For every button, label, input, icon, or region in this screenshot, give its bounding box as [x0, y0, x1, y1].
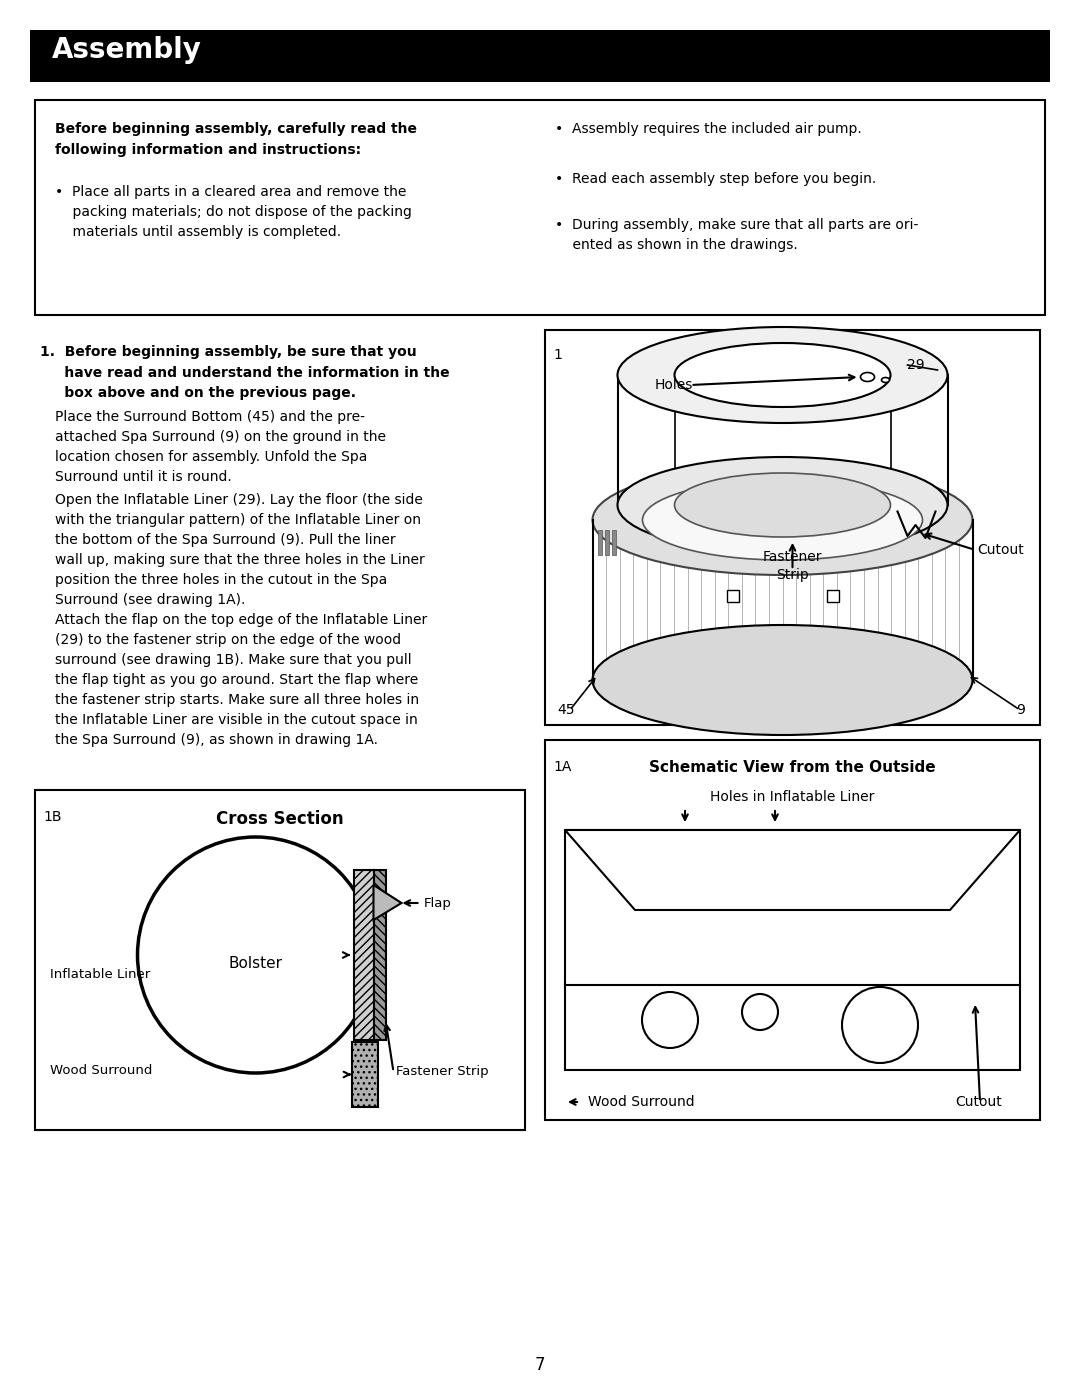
Text: •  Place all parts in a cleared area and remove the
    packing materials; do no: • Place all parts in a cleared area and …	[55, 184, 411, 239]
Text: •  Read each assembly step before you begin.: • Read each assembly step before you beg…	[555, 172, 876, 186]
Bar	[565, 830, 1020, 1070]
Text: Wood Surround: Wood Surround	[588, 1095, 694, 1109]
Bar	[826, 590, 838, 602]
Text: Schematic View from the Outside: Schematic View from the Outside	[649, 760, 935, 775]
Ellipse shape	[675, 474, 891, 536]
Text: 9: 9	[1016, 703, 1025, 717]
Text: 1B: 1B	[43, 810, 62, 824]
Ellipse shape	[861, 373, 875, 381]
Text: Cross Section: Cross Section	[216, 810, 343, 828]
Circle shape	[842, 988, 918, 1063]
Text: Fastener Strip: Fastener Strip	[395, 1066, 488, 1078]
Text: 1A: 1A	[553, 760, 571, 774]
Bar	[727, 590, 739, 602]
Circle shape	[642, 992, 698, 1048]
Text: Assembly: Assembly	[52, 36, 202, 64]
Text: 29: 29	[907, 358, 926, 372]
Text: Cutout: Cutout	[977, 543, 1024, 557]
Bar	[545, 740, 1040, 1120]
Circle shape	[742, 995, 778, 1030]
Text: Bolster: Bolster	[229, 956, 283, 971]
Text: 45: 45	[557, 703, 575, 717]
Text: 1.  Before beginning assembly, be sure that you
     have read and understand th: 1. Before beginning assembly, be sure th…	[40, 345, 449, 400]
Text: Open the Inflatable Liner (29). Lay the floor (the side
with the triangular patt: Open the Inflatable Liner (29). Lay the …	[55, 493, 424, 608]
Text: Holes in Inflatable Liner: Holes in Inflatable Liner	[711, 789, 875, 805]
Bar	[351, 1042, 378, 1106]
Bar	[353, 870, 374, 1039]
Text: Wood Surround: Wood Surround	[50, 1063, 152, 1077]
Bar	[35, 101, 1045, 314]
Bar	[611, 529, 616, 555]
Bar	[374, 870, 386, 1039]
Text: Attach the flap on the top edge of the Inflatable Liner
(29) to the fastener str: Attach the flap on the top edge of the I…	[55, 613, 428, 747]
Text: Cutout: Cutout	[955, 1095, 1002, 1109]
Polygon shape	[374, 886, 402, 921]
Text: 1: 1	[553, 348, 562, 362]
Text: 7: 7	[535, 1356, 545, 1375]
Ellipse shape	[618, 457, 947, 553]
Ellipse shape	[618, 327, 947, 423]
Ellipse shape	[881, 377, 890, 383]
Text: •  Assembly requires the included air pump.: • Assembly requires the included air pum…	[555, 122, 862, 136]
Ellipse shape	[593, 624, 972, 735]
Ellipse shape	[643, 481, 922, 560]
Text: Fastener
Strip: Fastener Strip	[762, 550, 822, 583]
Text: Place the Surround Bottom (45) and the pre-
attached Spa Surround (9) on the gro: Place the Surround Bottom (45) and the p…	[55, 409, 386, 485]
Text: Inflatable Liner: Inflatable Liner	[50, 968, 150, 982]
Bar	[597, 529, 602, 555]
Polygon shape	[565, 830, 1020, 909]
Bar	[35, 789, 525, 1130]
Text: Holes: Holes	[654, 379, 692, 393]
Ellipse shape	[675, 344, 891, 407]
Ellipse shape	[593, 465, 972, 576]
Text: Before beginning assembly, carefully read the
following information and instruct: Before beginning assembly, carefully rea…	[55, 122, 417, 156]
Circle shape	[137, 837, 374, 1073]
Text: Flap: Flap	[423, 897, 451, 909]
Text: •  During assembly, make sure that all parts are ori-
    ented as shown in the : • During assembly, make sure that all pa…	[555, 218, 918, 251]
Bar	[545, 330, 1040, 725]
Bar	[605, 529, 608, 555]
Bar	[30, 29, 1050, 82]
